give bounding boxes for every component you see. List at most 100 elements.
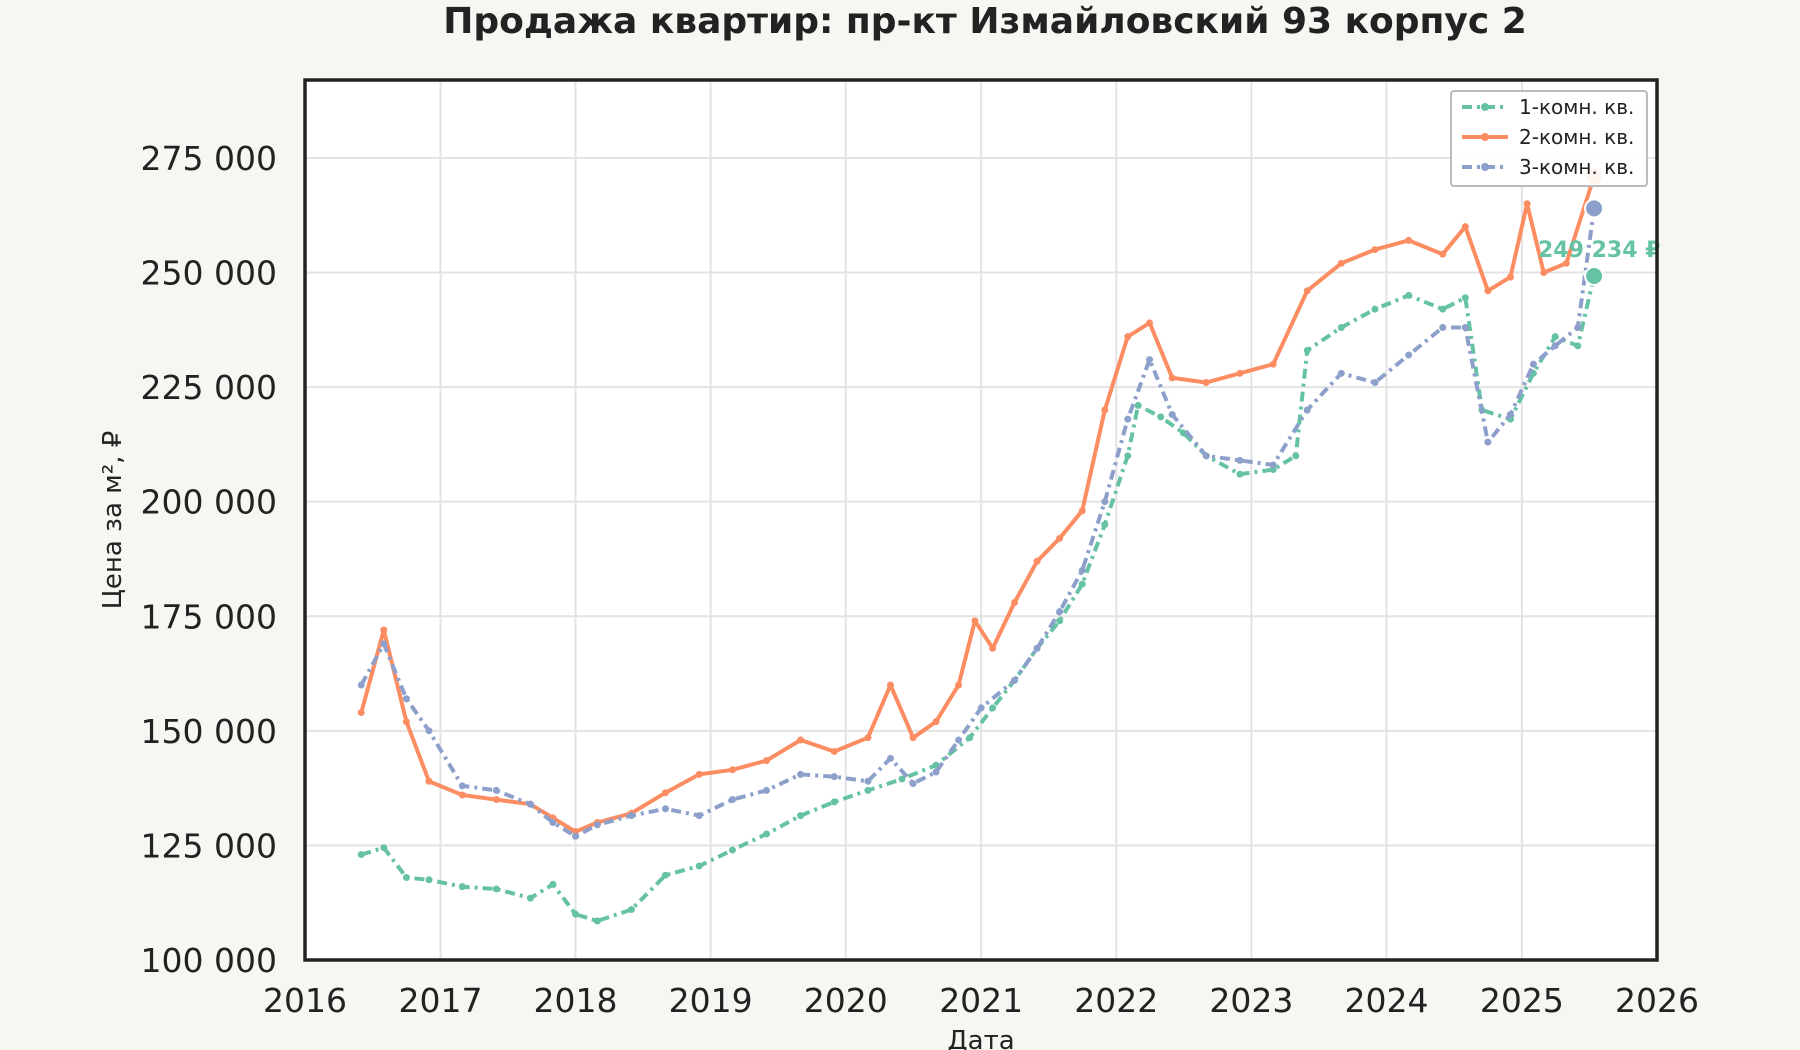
x-tick-label: 2026 <box>1615 981 1699 1020</box>
data-point <box>1202 452 1210 460</box>
y-tick-label: 100 000 <box>141 941 277 980</box>
last-point-marker <box>1584 266 1605 287</box>
y-tick-label: 250 000 <box>141 254 277 293</box>
x-tick-label: 2017 <box>398 981 482 1020</box>
data-point <box>1292 452 1300 460</box>
data-point <box>1337 259 1345 267</box>
data-point <box>425 876 433 884</box>
data-point <box>1010 676 1018 684</box>
legend-marker <box>1481 133 1489 141</box>
data-point <box>1371 305 1379 313</box>
data-point <box>492 885 500 893</box>
data-point <box>1529 360 1537 368</box>
data-point <box>549 819 557 826</box>
x-tick-label: 2020 <box>804 981 888 1020</box>
data-point <box>695 862 703 870</box>
data-point <box>1124 452 1132 460</box>
legend-label: 1-комн. кв. <box>1519 95 1634 119</box>
data-point <box>1236 470 1244 478</box>
data-point <box>458 791 466 799</box>
y-axis-label: Цена за м², ₽ <box>98 431 128 610</box>
data-point <box>1484 287 1492 295</box>
data-point <box>492 796 500 804</box>
x-tick-label: 2016 <box>263 981 347 1020</box>
data-point <box>1078 566 1086 574</box>
data-point <box>1540 269 1548 276</box>
data-point <box>380 640 388 648</box>
data-point <box>627 906 635 914</box>
data-point <box>797 770 805 778</box>
data-point <box>1033 644 1041 652</box>
data-point <box>1461 324 1469 331</box>
data-point <box>1269 461 1277 469</box>
legend: 1-комн. кв. 2-комн. кв. 3-комн. кв. <box>1450 90 1648 187</box>
y-tick-label: 150 000 <box>141 712 277 751</box>
data-point <box>1574 324 1582 331</box>
data-point <box>661 789 669 797</box>
data-point <box>1056 608 1064 616</box>
x-axis-label: Дата <box>947 1026 1014 1050</box>
data-point <box>909 734 917 742</box>
data-point <box>526 800 534 808</box>
legend-marker <box>1481 103 1489 111</box>
data-point <box>1146 356 1154 364</box>
data-point <box>1033 557 1041 565</box>
data-point <box>1124 415 1132 423</box>
data-point <box>1506 273 1514 281</box>
data-point <box>1523 200 1531 208</box>
x-axis-ticks: 2016 2017 2018 2019 2020 2021 2022 2023 2024 2025… <box>263 981 1699 1020</box>
y-tick-label: 225 000 <box>141 368 277 407</box>
data-point <box>380 626 388 634</box>
legend-label: 2-комн. кв. <box>1519 125 1634 149</box>
data-point <box>1371 379 1379 386</box>
data-point <box>661 871 669 879</box>
data-point <box>1551 333 1559 341</box>
data-point <box>1371 246 1379 254</box>
data-point <box>1168 374 1176 382</box>
data-point <box>402 874 410 881</box>
x-tick-label: 2025 <box>1480 981 1564 1020</box>
data-point <box>864 734 872 742</box>
data-point <box>357 709 365 716</box>
data-point <box>1439 305 1447 313</box>
data-point <box>1303 346 1311 354</box>
data-point <box>989 704 997 712</box>
data-point <box>830 798 838 806</box>
data-point <box>1202 379 1210 386</box>
data-point <box>1461 223 1469 231</box>
data-point <box>1439 324 1447 331</box>
data-point <box>1236 369 1244 377</box>
data-point <box>887 681 895 689</box>
data-point <box>1134 401 1142 409</box>
data-point <box>627 812 635 820</box>
data-point <box>1010 599 1018 606</box>
data-point <box>572 832 580 840</box>
series-line <box>359 208 1597 839</box>
data-point <box>1405 291 1413 299</box>
data-point <box>932 768 940 776</box>
x-tick-label: 2024 <box>1344 981 1428 1020</box>
data-point <box>593 821 601 829</box>
data-point <box>1078 507 1086 515</box>
data-point <box>763 830 771 838</box>
data-point <box>593 917 601 925</box>
data-point <box>380 844 388 852</box>
x-tick-label: 2021 <box>939 981 1023 1020</box>
data-point <box>977 704 985 712</box>
chart-title: Продажа квартир: пр-кт Измайловский 93 к… <box>443 1 1527 42</box>
data-point <box>425 727 433 735</box>
y-tick-label: 200 000 <box>141 483 277 522</box>
y-tick-label: 175 000 <box>141 597 277 636</box>
data-point <box>1337 369 1345 377</box>
data-point <box>1124 333 1132 341</box>
data-point <box>425 777 433 785</box>
data-point <box>1303 406 1311 414</box>
data-point <box>797 736 805 744</box>
data-point <box>966 734 974 742</box>
data-point <box>1574 342 1582 350</box>
data-point <box>830 747 838 755</box>
data-point <box>955 681 963 689</box>
data-point <box>1337 324 1345 331</box>
data-point <box>1168 411 1176 419</box>
data-point <box>695 770 703 778</box>
